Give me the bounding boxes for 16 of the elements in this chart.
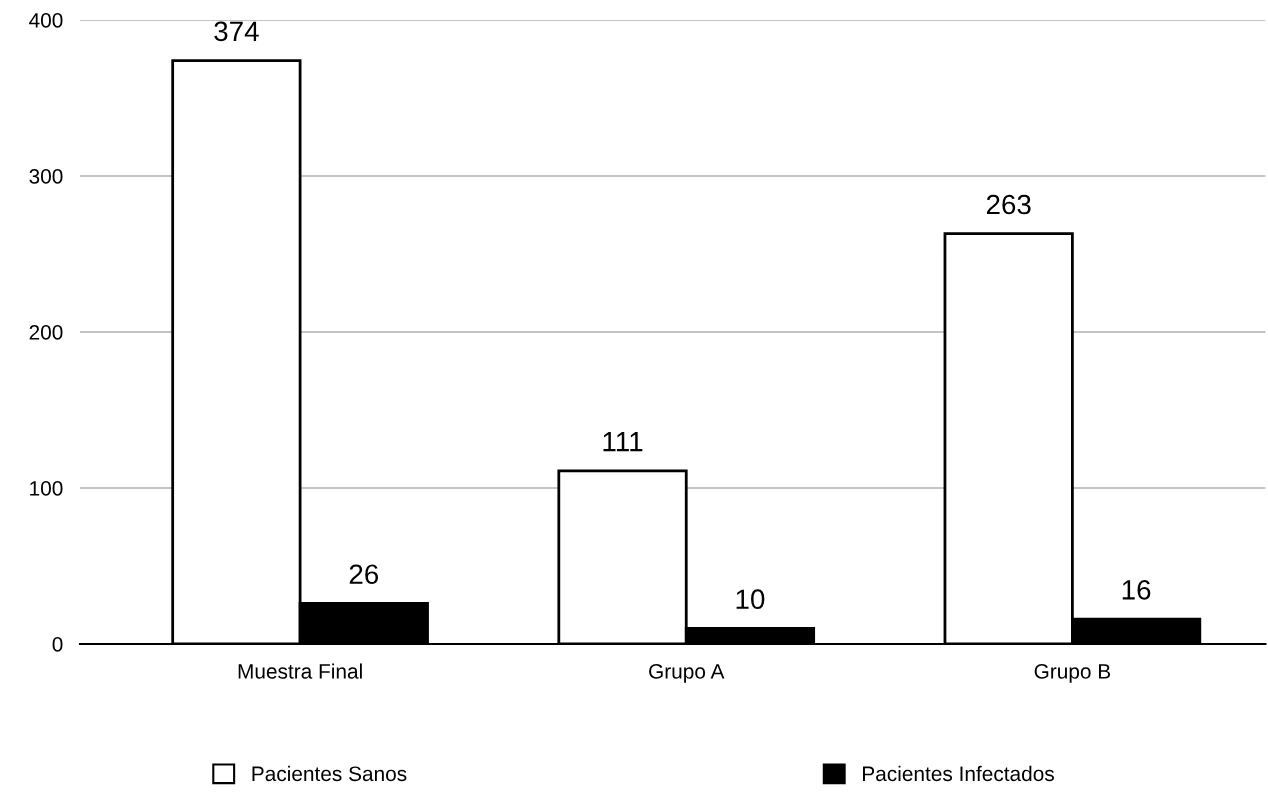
data-label: 263 — [986, 194, 1031, 215]
x-tick-label: Grupo A — [649, 663, 725, 683]
data-label: 26 — [349, 564, 379, 585]
y-tick-label: 400 — [29, 13, 63, 28]
y-tick-label: 200 — [29, 325, 63, 340]
y-tick-label: 0 — [52, 637, 63, 652]
data-label: 111 — [603, 432, 643, 452]
data-label: 16 — [1122, 579, 1151, 600]
legend-label: Pacientes Sanos — [252, 765, 407, 782]
x-tick-label: Muestra Final — [238, 663, 362, 679]
y-tick-label: 300 — [29, 169, 63, 184]
x-tick-label: Grupo B — [1034, 663, 1111, 683]
legend-label: Pacientes Infectados — [863, 765, 1054, 782]
y-tick-label: 100 — [30, 481, 63, 496]
data-label: 10 — [736, 589, 765, 610]
data-label: 374 — [214, 21, 259, 42]
